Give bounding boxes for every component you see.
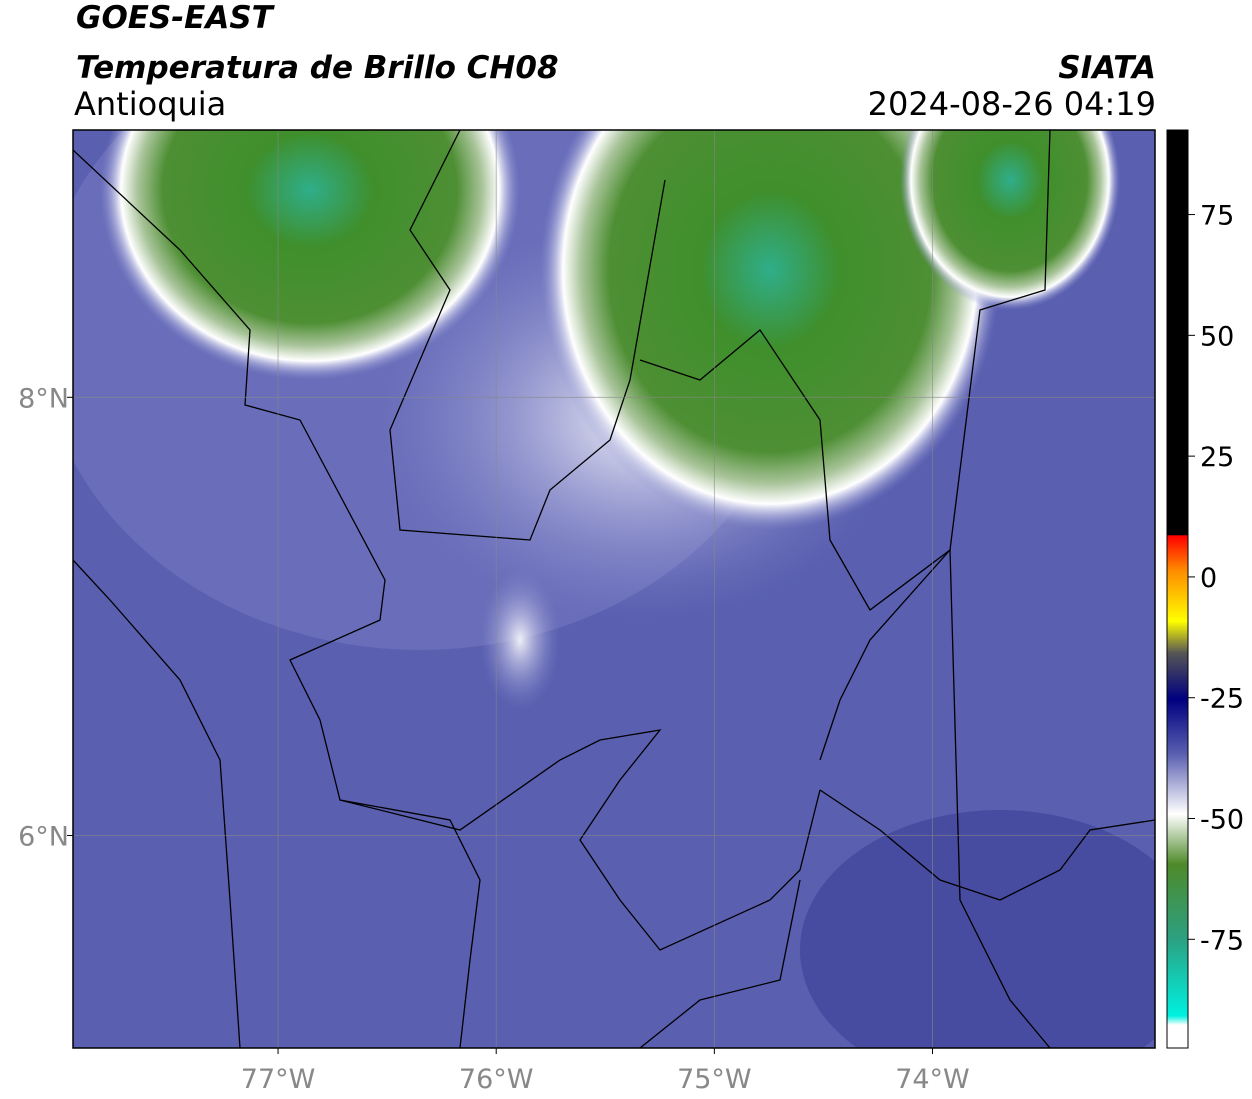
- grid: [73, 130, 1155, 1048]
- source: SIATA: [1058, 50, 1156, 86]
- colorbar-tick-label: -50: [1200, 805, 1244, 836]
- haze: [480, 570, 560, 710]
- region: Antioquia: [74, 85, 226, 123]
- colorbar-tick-label: -75: [1200, 925, 1244, 956]
- colorbar-tick-label: 0: [1200, 563, 1217, 594]
- y-tick-label: 8°N: [18, 383, 69, 414]
- x-tick-label: 76°W: [459, 1064, 534, 1095]
- x-tick-label: 74°W: [895, 1064, 970, 1095]
- colorbar-tick-label: -25: [1200, 684, 1244, 715]
- borders: [73, 130, 1155, 1048]
- cloud: [540, 130, 1000, 530]
- colorbar-tick-label: 75: [1200, 201, 1234, 232]
- cloud: [900, 130, 1120, 310]
- subtitle: Temperatura de Brillo CH08: [76, 50, 559, 86]
- x-tick-label: 75°W: [677, 1064, 752, 1095]
- cold-region: [800, 810, 1155, 1048]
- map-frame: [72, 129, 1156, 1049]
- cloud: [100, 130, 520, 380]
- title: GOES-EAST: [76, 0, 276, 36]
- colorbar-tick-label: 25: [1200, 442, 1234, 473]
- colorbar-tick-label: 50: [1200, 321, 1234, 352]
- colorbar: [1166, 129, 1189, 1049]
- x-tick-label: 77°W: [241, 1064, 316, 1095]
- y-tick-label: 6°N: [18, 821, 69, 852]
- map-area: [73, 130, 1155, 1048]
- datetime: 2024-08-26 04:19: [868, 85, 1156, 123]
